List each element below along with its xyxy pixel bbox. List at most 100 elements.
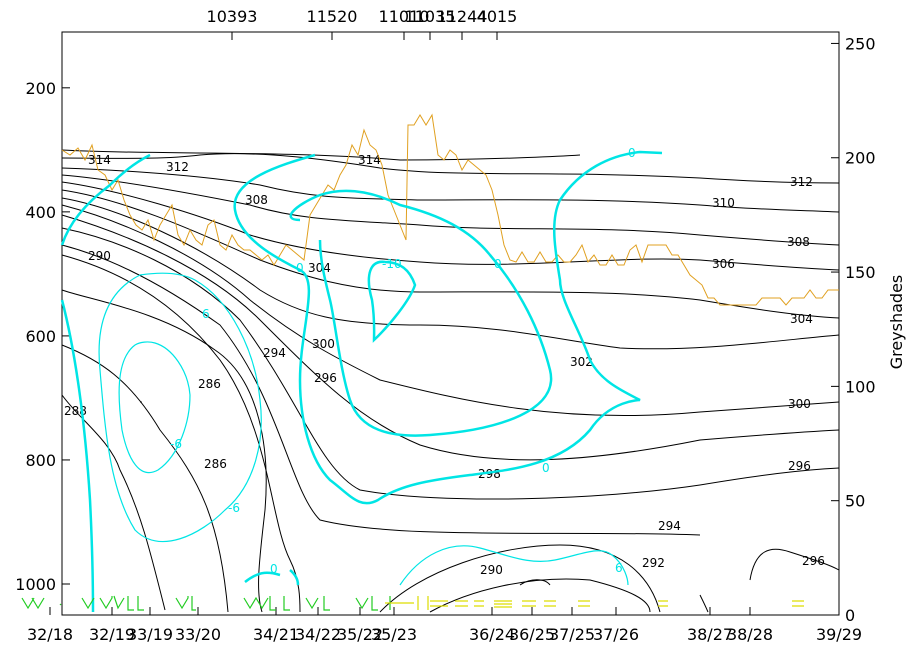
contour-label: 286	[204, 457, 227, 471]
x-tick-label: 33/19	[127, 625, 173, 644]
x-tick-label: 38/28	[727, 625, 773, 644]
contour-line	[61, 181, 840, 271]
contour-label: 304	[308, 261, 331, 275]
wind-symbol	[305, 596, 330, 611]
y-left-axis: 200 400 600 800 1000	[15, 79, 70, 594]
y-left-tick-label: 800	[25, 451, 56, 470]
top-label: 11010	[379, 7, 430, 26]
x-tick-label: 37/25	[549, 625, 595, 644]
y-left-tick-label: 200	[25, 79, 56, 98]
top-label: 4015	[477, 7, 518, 26]
top-label: 11520	[307, 7, 358, 26]
cyan-contour	[98, 272, 262, 542]
cyan-label: 6	[615, 561, 623, 575]
contour-line	[61, 214, 840, 461]
x-tick-label: 34/22	[295, 625, 341, 644]
contour-label: 314	[88, 153, 111, 167]
wind-symbol	[355, 596, 391, 611]
contour-label: 302	[570, 355, 593, 369]
contour-label: 290	[480, 563, 503, 577]
wind-symbol	[81, 595, 144, 611]
x-tick-label: 36/25	[509, 625, 555, 644]
y-right-tick-label: 250	[845, 34, 876, 53]
contour-label: 296	[802, 554, 825, 568]
wind-symbol	[21, 597, 45, 610]
x-tick-label: 34/21	[253, 625, 299, 644]
contour-label: 296	[314, 371, 337, 385]
plot-frame	[61, 31, 840, 616]
wind-symbol	[243, 596, 290, 611]
cyan-contour	[367, 260, 417, 343]
black-contours	[61, 149, 840, 613]
wind-symbol	[430, 600, 484, 607]
contour-line	[61, 227, 840, 500]
y-left-tick-label: 1000	[15, 575, 56, 594]
cyan-contour	[289, 569, 300, 586]
contour-label: 312	[790, 175, 813, 189]
cyan-label: 6	[202, 307, 210, 321]
cyan-contour	[60, 299, 95, 613]
cyan-contour	[289, 189, 553, 437]
cyan-contour	[244, 571, 281, 583]
contour-label: 312	[166, 160, 189, 174]
cyan-contour	[233, 150, 663, 505]
contour-label: 290	[88, 249, 111, 263]
wind-symbol	[385, 596, 429, 610]
contour-label: 300	[788, 397, 811, 411]
contour-line	[61, 153, 840, 184]
cyan-contour	[399, 545, 629, 586]
contour-label: 300	[312, 337, 335, 351]
contour-line	[61, 289, 267, 613]
cyan-label: 0	[270, 562, 278, 576]
contour-line	[61, 174, 840, 246]
contour-label: 308	[245, 193, 268, 207]
cyan-contour-labels: 0 0 -10 0 0 6 -6 -6 6 0	[170, 146, 636, 576]
wind-symbol	[175, 596, 196, 611]
orange-series	[61, 113, 839, 306]
cyan-label: 0	[296, 261, 304, 275]
cyan-label: 0	[628, 146, 636, 160]
contour-line	[61, 204, 840, 417]
contour-line	[699, 594, 709, 613]
contour-line	[61, 167, 840, 213]
wind-symbols	[21, 595, 804, 611]
contour-label: 292	[642, 556, 665, 570]
x-tick-label: 37/26	[593, 625, 639, 644]
contour-label: 314	[358, 153, 381, 167]
contour-line	[519, 579, 551, 586]
y-right-tick-label: 100	[845, 377, 876, 396]
contour-label: 308	[787, 235, 810, 249]
cyan-contours	[60, 150, 663, 613]
x-tick-label: 32/18	[27, 625, 73, 644]
contour-line	[61, 394, 166, 611]
x-tick-label: 33/20	[175, 625, 221, 644]
contour-line	[61, 149, 581, 161]
x-tick-label: 32/19	[89, 625, 135, 644]
contour-line	[61, 244, 701, 536]
cyan-contour	[118, 341, 191, 474]
contour-line	[61, 254, 301, 613]
y-right-tick-label: 0	[845, 606, 855, 625]
black-contour-labels: 314 312 314 312 310 308 308 306 304 304 …	[64, 153, 825, 577]
wind-symbol	[59, 603, 62, 606]
contour-label: 304	[790, 312, 813, 326]
cyan-contour	[60, 153, 151, 246]
cyan-label: 0	[494, 257, 502, 271]
x-tick-label: 35/22	[337, 625, 383, 644]
top-label: 10393	[207, 7, 258, 26]
contour-label: 310	[712, 196, 735, 210]
contour-line	[749, 548, 840, 581]
contour-line	[379, 544, 661, 613]
cyan-label: 0	[542, 461, 550, 475]
dot-marker	[140, 401, 142, 403]
contour-label: 294	[658, 519, 681, 533]
wind-symbol	[578, 600, 804, 607]
y-left-tick-label: 600	[25, 327, 56, 346]
contour-label: 306	[712, 257, 735, 271]
top-label: 11035	[405, 7, 456, 26]
cyan-label: -6	[170, 437, 182, 451]
y-left-tick-label: 400	[25, 203, 56, 222]
